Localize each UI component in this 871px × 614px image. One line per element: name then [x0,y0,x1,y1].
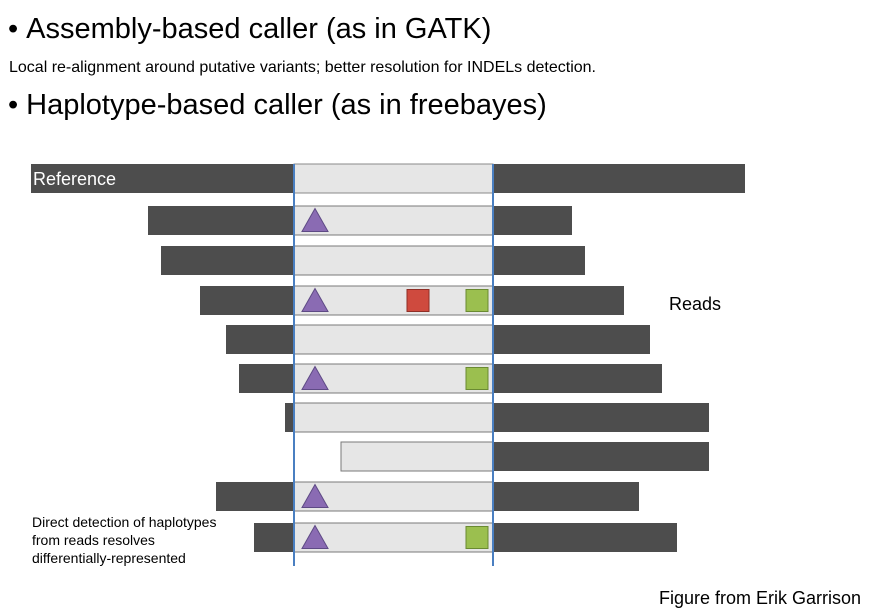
variant-triangle-icon [301,207,329,232]
read-window-segment [340,441,494,472]
bullet-assembly-text: Assembly-based caller (as in GATK) [26,13,492,45]
note-line: Direct detection of haplotypes [32,514,217,530]
read-window-segment [293,324,494,355]
variant-triangle-icon [301,524,329,549]
read-window-segment [293,245,494,276]
figure-credit: Figure from Erik Garrison [658,588,861,608]
note-line: from reads resolves [32,532,155,548]
bullet-assembly-caller: • Assembly-based caller (as in GATK) [8,12,491,46]
variant-triangle-icon [301,365,329,390]
variant-green-square-icon [465,526,489,549]
bullet-dot: • [8,13,19,45]
note-line: differentially-represented [32,550,186,566]
bullet-dot: • [8,89,19,121]
read-window-segment [293,402,494,433]
variant-green-square-icon [465,367,489,390]
variant-triangle-icon [301,483,329,508]
bullet-haplotype-caller: • Haplotype-based caller (as in freebayes… [8,88,547,122]
variant-green-square-icon [465,289,489,312]
assembly-caller-description: Local re-alignment around putative varia… [9,59,596,76]
reads-label: Reads [669,294,722,314]
bullet-haplotype-text: Haplotype-based caller (as in freebayes) [26,89,547,121]
reference-label: Reference [33,169,116,189]
variant-red-square-icon [406,289,430,312]
variant-triangle-icon [301,287,329,312]
haplotype-note: Direct detection of haplotypes from read… [32,513,216,567]
reference-window [293,163,494,194]
